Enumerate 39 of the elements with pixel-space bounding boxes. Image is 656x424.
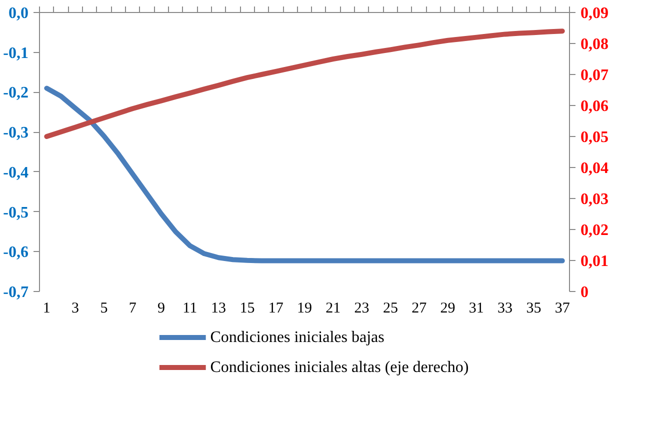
x-tick-label: 15 [240, 300, 255, 316]
x-tick-label: 11 [182, 300, 198, 316]
y-tick-label: -0,7 [3, 284, 28, 301]
y-tick-label: -0,6 [3, 244, 28, 262]
y-tick-label: 0,0 [8, 5, 28, 22]
x-tick-label: 5 [100, 300, 108, 316]
x-tick-label: 37 [554, 300, 570, 316]
legend-label: Condiciones iniciales bajas [210, 329, 384, 346]
x-tick-label: 3 [72, 300, 80, 316]
x-tick-label: 17 [268, 300, 284, 316]
y-tick-label: -0,1 [3, 44, 28, 62]
y2-tick-label: 0,06 [580, 98, 608, 115]
x-tick-label: 9 [158, 300, 166, 316]
y2-tick-label: 0,04 [580, 160, 608, 177]
x-tick-label: 19 [297, 300, 312, 316]
x-tick-label: 29 [440, 300, 456, 316]
x-tick-label: 7 [128, 300, 137, 316]
y2-tick-label: 0,05 [580, 129, 608, 146]
y2-tick-label: 0 [580, 284, 588, 301]
x-tick-label: 35 [526, 300, 542, 316]
y2-tick-label: 0,08 [580, 36, 608, 53]
y2-tick-label: 0,09 [580, 5, 608, 22]
y2-tick-label: 0,03 [580, 191, 608, 208]
y-tick-label: -0,3 [3, 124, 28, 142]
x-tick-label: 21 [326, 300, 341, 316]
y-tick-label: -0,4 [3, 164, 28, 182]
x-tick-label: 25 [382, 300, 398, 316]
x-tick-label: 13 [211, 300, 226, 316]
x-tick-label: 31 [468, 300, 484, 316]
x-tick-label: 33 [498, 300, 513, 316]
x-tick-label: 1 [42, 300, 50, 316]
x-tick-label: 23 [354, 300, 370, 316]
y-tick-label: -0,2 [3, 84, 28, 102]
y-tick-label: -0,5 [3, 204, 28, 222]
legend-label: Condiciones iniciales altas (eje derecho) [210, 359, 469, 376]
y2-tick-label: 0,01 [580, 253, 608, 270]
y2-tick-label: 0,02 [580, 222, 608, 239]
y2-tick-label: 0,07 [580, 67, 608, 84]
x-tick-label: 27 [412, 300, 428, 316]
